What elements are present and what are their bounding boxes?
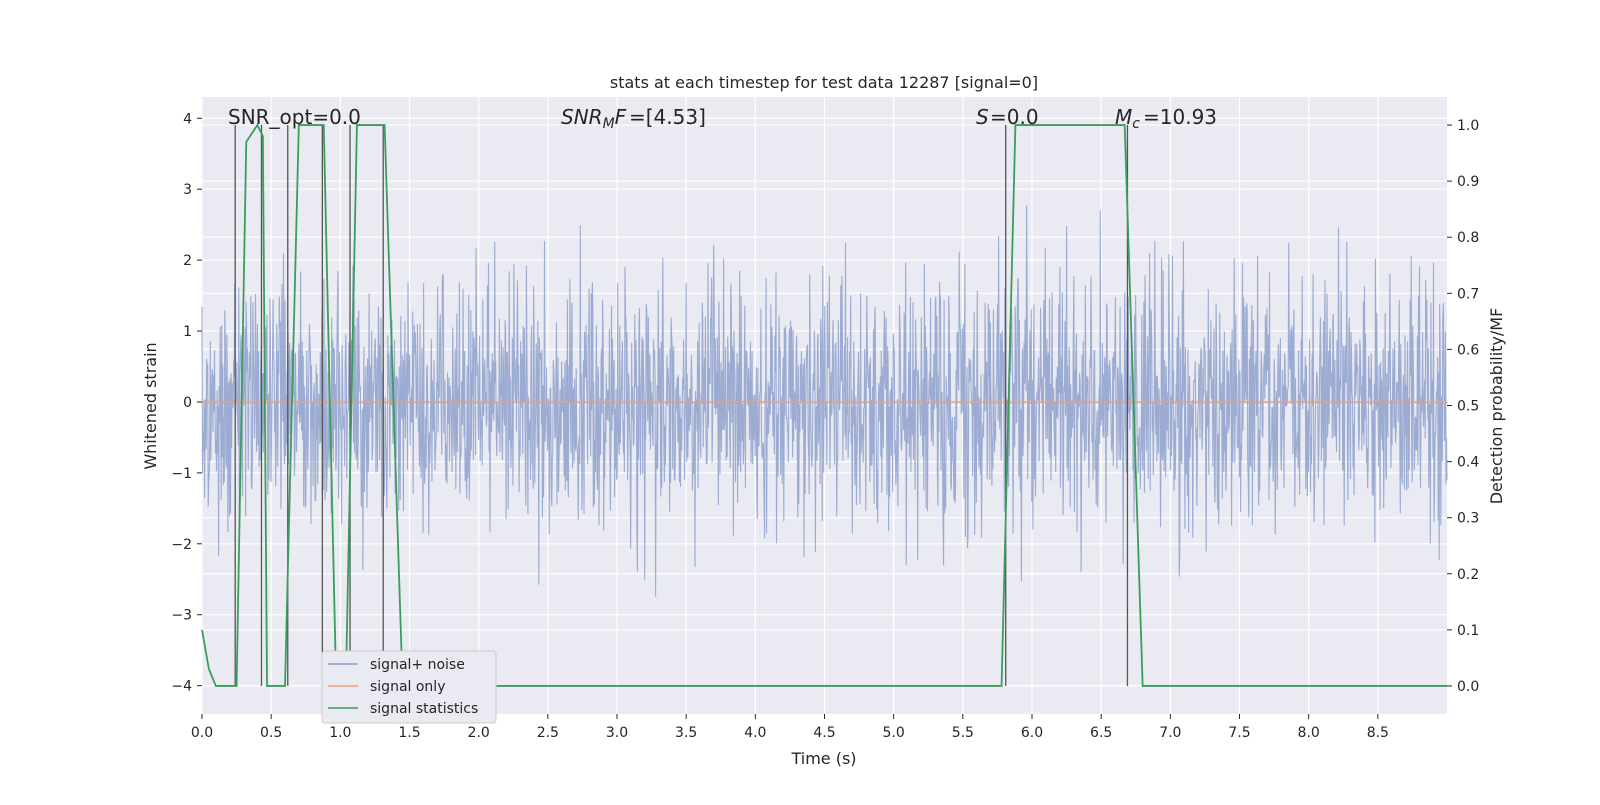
y-tick-label: 4 [183, 111, 192, 127]
y2-tick-label: 0.2 [1457, 567, 1479, 583]
chart-title: stats at each timestep for test data 122… [610, 73, 1038, 92]
annotation-mc-value: =10.93 [1143, 105, 1217, 129]
annotation-s-value: =0.0 [990, 105, 1039, 129]
annotation-s-stat: S =0.0 [976, 105, 1039, 129]
y2-tick-label: 0.7 [1457, 286, 1479, 302]
x-tick-label: 7.0 [1159, 725, 1181, 741]
x-tick-label: 6.0 [1021, 725, 1043, 741]
x-tick-label: 0.0 [191, 725, 213, 741]
y-tick-label: −4 [171, 679, 192, 695]
axis-ticks: 0.0 0.5 1.0 1.5 2.0 2.5 3.0 3.5 4.0 4.5 5.0 5.5 6.0 6… [171, 111, 1479, 741]
x-tick-label: 0.5 [260, 725, 282, 741]
noise-trace [201, 205, 1448, 597]
x-tick-label: 1.0 [329, 725, 351, 741]
x-tick-label: 8.5 [1367, 725, 1389, 741]
legend-label-signal-noise: signal+ noise [370, 657, 465, 673]
y-tick-label: −3 [171, 608, 192, 624]
y-axis-label: Whitened strain [141, 342, 160, 469]
y2-tick-label: 0.6 [1457, 342, 1479, 358]
x-axis-label: Time (s) [790, 749, 856, 768]
y2-tick-label: 1.0 [1457, 118, 1479, 134]
x-tick-label: 5.5 [952, 725, 974, 741]
x-tick-label: 6.5 [1090, 725, 1112, 741]
y2-tick-label: 0.5 [1457, 399, 1479, 415]
legend-label-signal-statistics: signal statistics [370, 701, 478, 717]
y2-tick-label: 0.4 [1457, 455, 1479, 471]
x-tick-label: 2.5 [537, 725, 559, 741]
x-tick-label: 1.5 [398, 725, 420, 741]
annotation-snr-mf: SNRMF =[4.53] [561, 105, 706, 132]
series-signal-statistics [201, 123, 1447, 687]
y2-tick-label: 0.1 [1457, 623, 1479, 639]
x-tick-label: 5.0 [883, 725, 905, 741]
y2-tick-label: 0.9 [1457, 174, 1479, 190]
annotation-snr-mf-value: =[4.53] [629, 105, 706, 129]
y2-tick-label: 0.8 [1457, 230, 1479, 246]
y2-tick-label: 0.3 [1457, 511, 1479, 527]
annotation-mc: Mc =10.93 [1115, 105, 1217, 132]
x-tick-label: 4.5 [813, 725, 835, 741]
legend-label-signal-only: signal only [370, 679, 445, 695]
y-tick-label: 3 [183, 182, 192, 198]
y-tick-label: −1 [171, 466, 192, 482]
x-tick-label: 2.0 [468, 725, 490, 741]
y2-tick-label: 0.0 [1457, 679, 1479, 695]
annotation-snr-opt: SNR_opt=0.0 [228, 105, 361, 129]
legend: signal+ noise signal only signal statist… [321, 650, 497, 724]
x-tick-label: 3.0 [606, 725, 628, 741]
y-tick-label: 0 [183, 395, 192, 411]
annotation-s-symbol: S [976, 105, 989, 129]
y-tick-label: 1 [183, 324, 192, 340]
signal-statistics-line [201, 123, 1447, 687]
annotation-snr-mf-symbol: SNRMF [561, 105, 627, 132]
y2-axis-label: Detection probability/MF [1487, 308, 1506, 505]
legend-box [321, 650, 497, 724]
y-tick-label: −2 [171, 537, 192, 553]
y-tick-label: 2 [183, 253, 192, 269]
x-tick-label: 4.0 [744, 725, 766, 741]
x-tick-label: 8.0 [1298, 725, 1320, 741]
x-tick-label: 7.5 [1228, 725, 1250, 741]
x-tick-label: 3.5 [675, 725, 697, 741]
series-signal-noise [201, 205, 1448, 597]
